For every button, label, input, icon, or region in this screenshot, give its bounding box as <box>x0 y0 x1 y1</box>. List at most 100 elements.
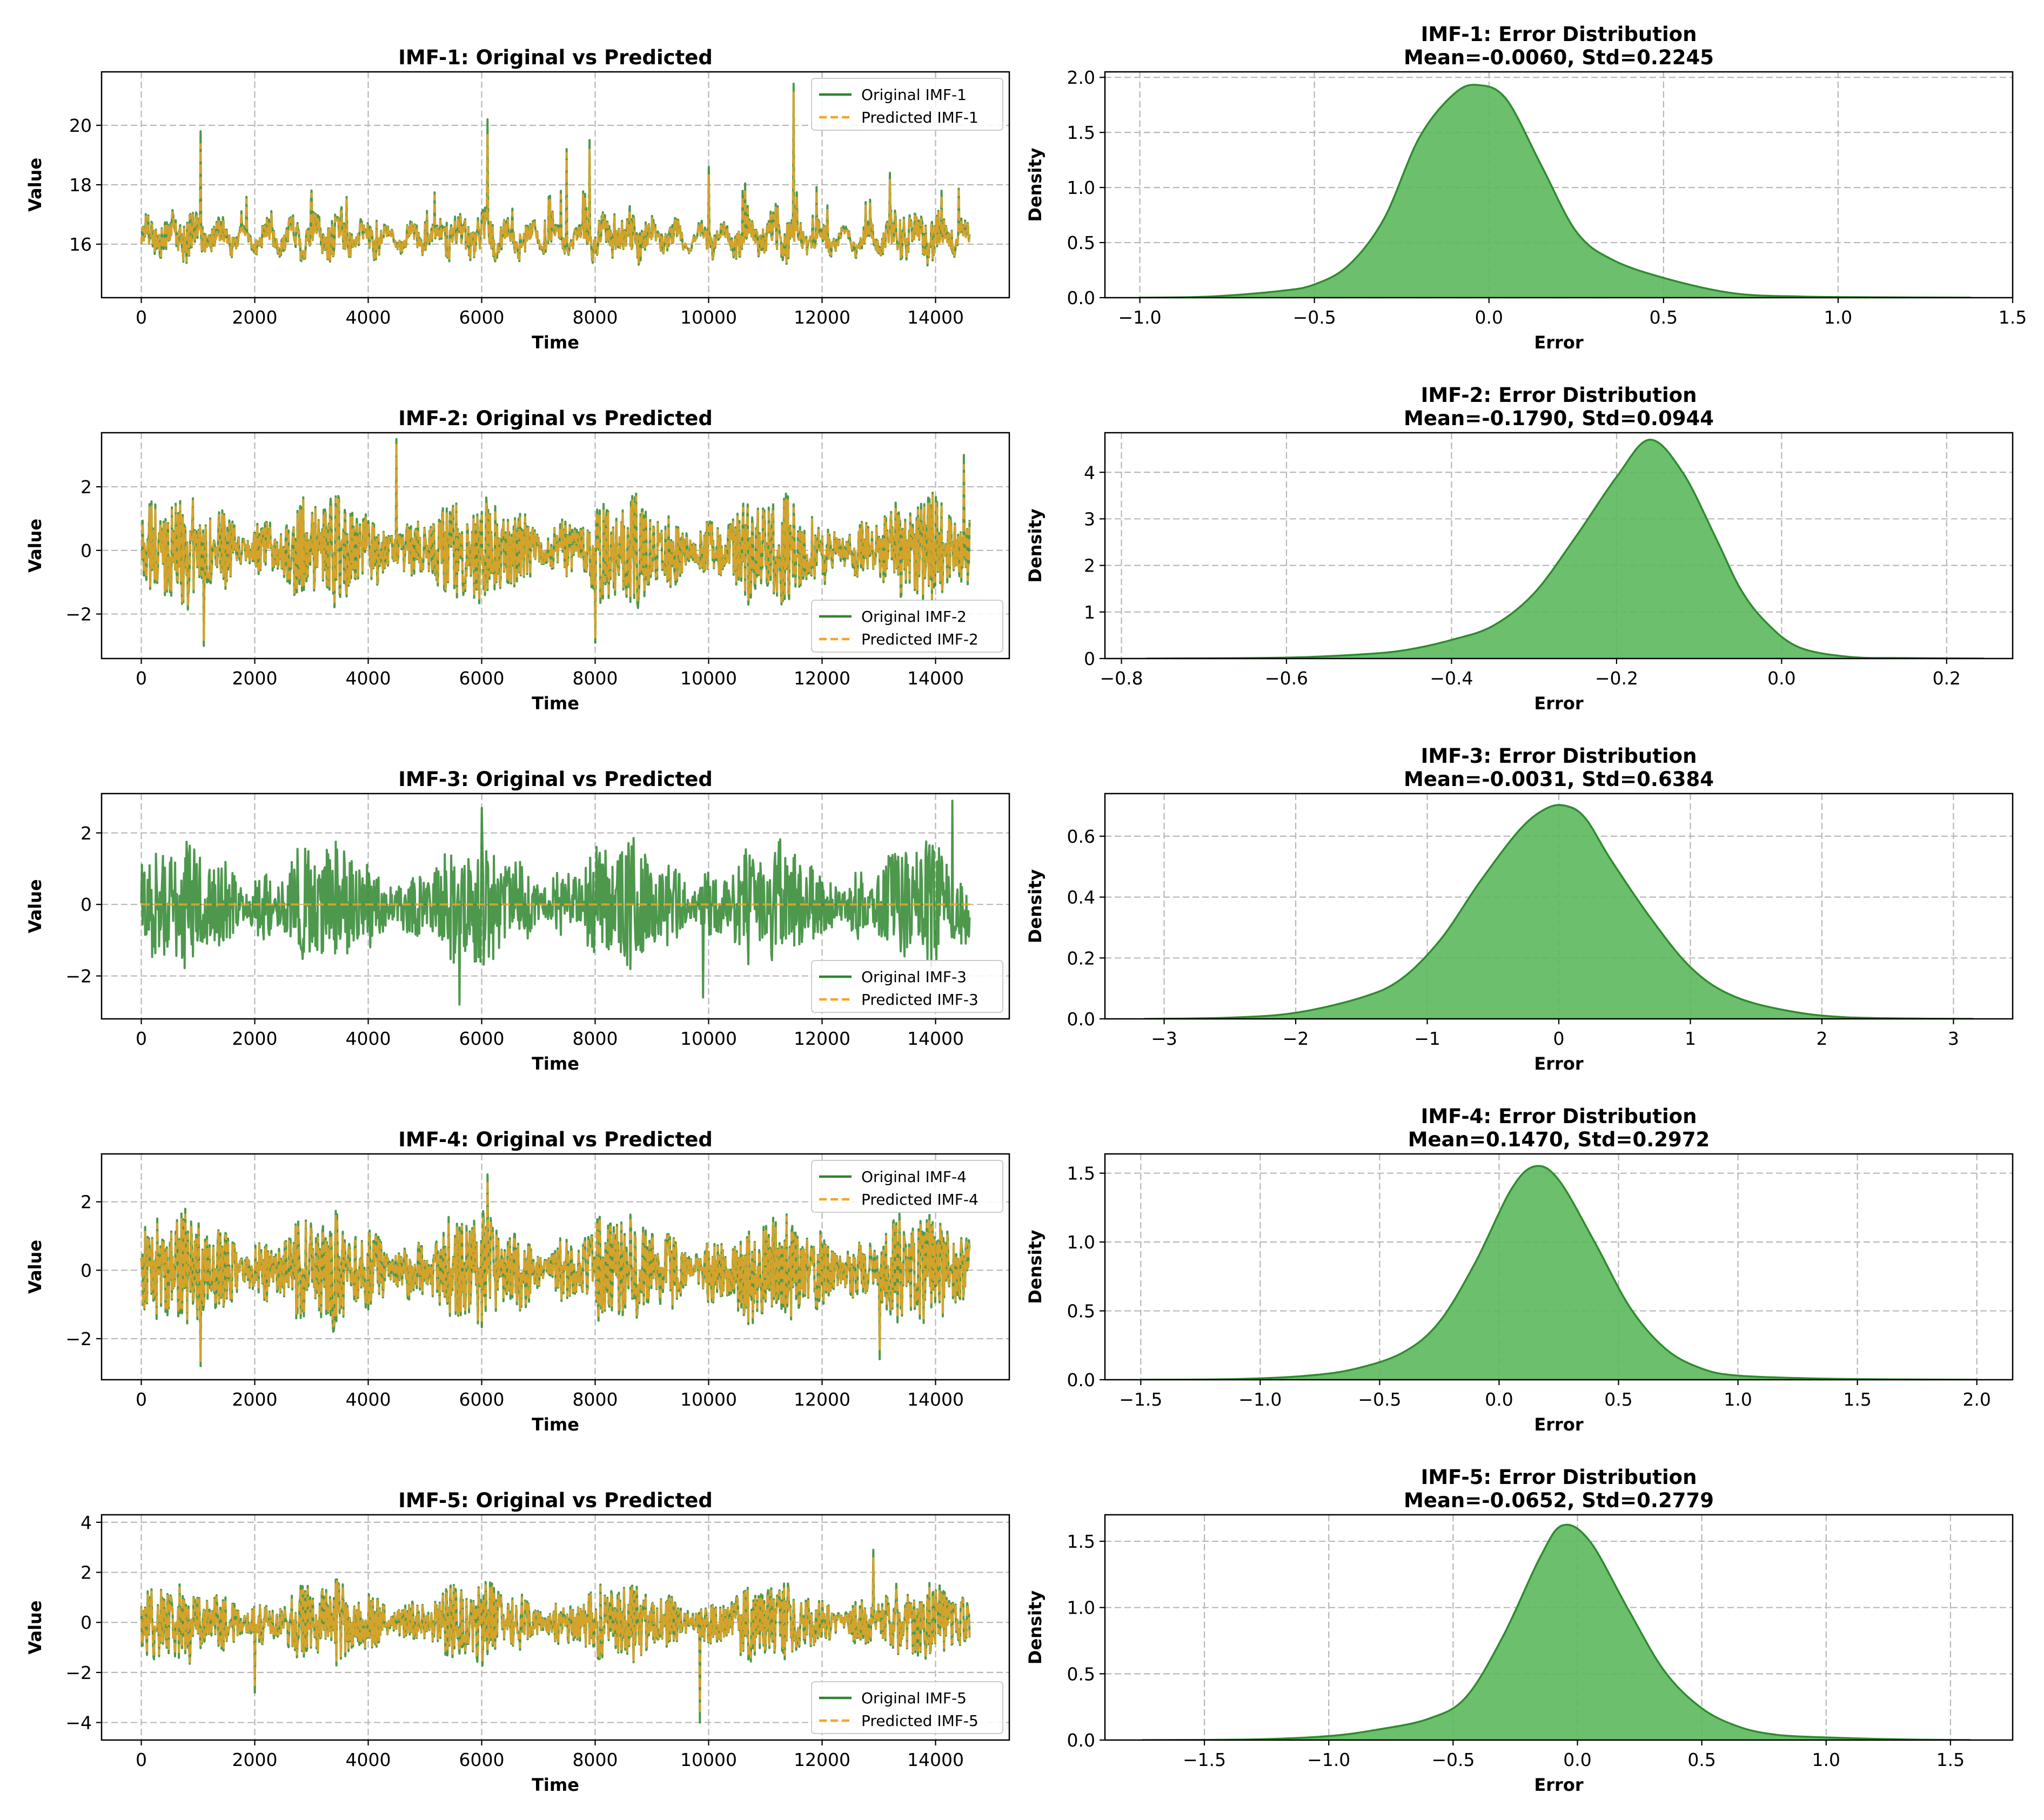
legend: Original IMF-2 Predicted IMF-2 <box>811 600 1003 653</box>
chart-title: IMF-3: Error Distribution <box>1421 744 1697 768</box>
legend-box <box>811 1160 1003 1213</box>
x-tick-label: −1.5 <box>1183 1749 1226 1770</box>
y-tick-label: 2.0 <box>1067 67 1095 88</box>
x-tick-label: −1.0 <box>1307 1749 1350 1770</box>
y-tick-label: 2 <box>81 1192 92 1213</box>
x-tick-label: 10000 <box>680 1389 737 1410</box>
legend-label: Predicted IMF-3 <box>861 991 979 1009</box>
x-tick-label: 1.0 <box>1812 1749 1840 1770</box>
y-tick-label: 0 <box>81 540 92 561</box>
plot-area <box>140 438 971 647</box>
x-tick-label: −3 <box>1151 1028 1177 1049</box>
x-tick-label: 12000 <box>794 668 850 689</box>
x-tick-label: 4000 <box>346 1028 391 1049</box>
x-axis-label: Time <box>532 1414 579 1435</box>
chart-title: IMF-1: Original vs Predicted <box>398 46 713 69</box>
legend: Original IMF-4 Predicted IMF-4 <box>811 1160 1003 1213</box>
y-axis-label: Density <box>1025 1590 1046 1664</box>
chart-subtitle: Mean=-0.0652, Std=0.2779 <box>1404 1489 1714 1512</box>
x-tick-label: 0 <box>1553 1028 1565 1049</box>
y-tick-label: 1.5 <box>1067 1531 1095 1552</box>
x-tick-label: 2 <box>1816 1028 1827 1049</box>
x-tick-label: 0.5 <box>1687 1749 1715 1770</box>
x-tick-label: 6000 <box>459 1028 505 1049</box>
chart-subtitle: Mean=-0.1790, Std=0.0944 <box>1404 407 1714 430</box>
y-tick-label: 20 <box>69 115 92 136</box>
y-tick-label: 2 <box>81 1562 92 1583</box>
legend: Original IMF-1 Predicted IMF-1 <box>811 78 1003 131</box>
x-tick-label: 2000 <box>232 307 278 328</box>
x-tick-label: 1 <box>1685 1028 1696 1049</box>
predicted-series-line <box>140 1180 971 1362</box>
x-axis-label: Time <box>532 693 579 714</box>
x-tick-label: 6000 <box>459 1749 505 1770</box>
axes-frame <box>1104 1514 2014 1741</box>
y-tick-label: 0.4 <box>1067 887 1095 908</box>
x-tick-label: 0 <box>136 668 147 689</box>
legend-label: Predicted IMF-4 <box>861 1191 979 1208</box>
plot-area <box>1144 804 1974 1019</box>
axes-frame <box>100 1514 1010 1741</box>
y-tick-label: 0 <box>81 1260 92 1281</box>
x-tick-label: 3 <box>1948 1028 1959 1049</box>
chart-title: IMF-2: Original vs Predicted <box>398 407 713 430</box>
x-tick-label: 0 <box>136 307 147 328</box>
density-curve <box>1140 84 1971 298</box>
subplot-imf3-ts: 0 2000 4000 6000 8000 10000 12000 14000 −2 0 2 Time… <box>25 768 1010 1074</box>
axes-frame <box>100 1153 1010 1381</box>
chart-title: IMF-3: Original vs Predicted <box>398 768 713 791</box>
x-tick-label: 10000 <box>680 1028 737 1049</box>
x-tick-label: 14000 <box>907 1389 964 1410</box>
legend: Original IMF-5 Predicted IMF-5 <box>811 1681 1003 1734</box>
x-tick-label: −1.0 <box>1238 1389 1282 1410</box>
axes-frame <box>100 793 1010 1020</box>
density-curve <box>1141 1165 1977 1380</box>
y-tick-label: 0.0 <box>1067 1730 1095 1751</box>
y-tick-label: −2 <box>65 604 92 625</box>
x-tick-label: 0 <box>136 1389 147 1410</box>
y-tick-label: 1 <box>1084 602 1095 623</box>
x-tick-label: −0.5 <box>1293 307 1336 328</box>
legend-label: Predicted IMF-1 <box>861 109 979 126</box>
chart-title: IMF-2: Error Distribution <box>1421 384 1697 407</box>
chart-subtitle: Mean=-0.0031, Std=0.6384 <box>1404 768 1714 791</box>
predicted-series-line <box>140 1557 971 1715</box>
x-tick-label: 0.0 <box>1485 1389 1513 1410</box>
y-tick-label: 2 <box>81 476 92 498</box>
subplot-imf4-ts: 0 2000 4000 6000 8000 10000 12000 14000 −2 0 2 Time… <box>25 1128 1010 1435</box>
x-tick-label: 1.5 <box>1843 1389 1871 1410</box>
y-tick-label: 4 <box>1084 462 1095 483</box>
density-area <box>1144 805 1973 1019</box>
x-tick-label: 2000 <box>232 1389 278 1410</box>
y-tick-label: 3 <box>1084 508 1095 529</box>
plot-area <box>1141 1165 1977 1380</box>
x-tick-label: 10000 <box>680 1749 737 1770</box>
chart-subtitle: Mean=0.1470, Std=0.2972 <box>1408 1128 1710 1151</box>
x-tick-label: 14000 <box>907 307 964 328</box>
y-tick-label: 0.5 <box>1067 1301 1095 1322</box>
x-tick-label: −2 <box>1283 1028 1309 1049</box>
axes-frame <box>1104 432 2014 660</box>
legend-label: Original IMF-2 <box>861 608 967 626</box>
x-tick-label: −0.5 <box>1431 1749 1475 1770</box>
x-axis-label: Error <box>1534 693 1583 714</box>
y-axis-label: Density <box>1025 869 1046 943</box>
x-tick-label: 12000 <box>794 1028 850 1049</box>
y-tick-label: 1.5 <box>1067 122 1095 143</box>
plot-area <box>1140 84 1971 298</box>
y-tick-label: −2 <box>65 966 92 987</box>
y-tick-label: 2 <box>1084 555 1095 576</box>
density-area <box>1141 1166 1977 1380</box>
x-tick-label: 0.0 <box>1475 307 1503 328</box>
chart-title: IMF-4: Error Distribution <box>1421 1105 1697 1128</box>
subplot-imf2-ts: 0 2000 4000 6000 8000 10000 12000 14000 −2 0 2 Time… <box>25 407 1010 714</box>
y-tick-label: 0.0 <box>1067 1009 1095 1030</box>
y-tick-label: 16 <box>69 234 92 255</box>
x-tick-label: 0 <box>136 1028 147 1049</box>
chart-subtitle: Mean=-0.0060, Std=0.2245 <box>1404 46 1714 69</box>
plot-area <box>140 1548 971 1724</box>
subplot-imf2-err: −0.8 −0.6 −0.4 −0.2 0.0 0.2 0 1 2 3 4 Error Density I… <box>1025 384 2014 714</box>
x-tick-label: 1.0 <box>1824 307 1852 328</box>
x-tick-label: 2000 <box>232 1749 278 1770</box>
